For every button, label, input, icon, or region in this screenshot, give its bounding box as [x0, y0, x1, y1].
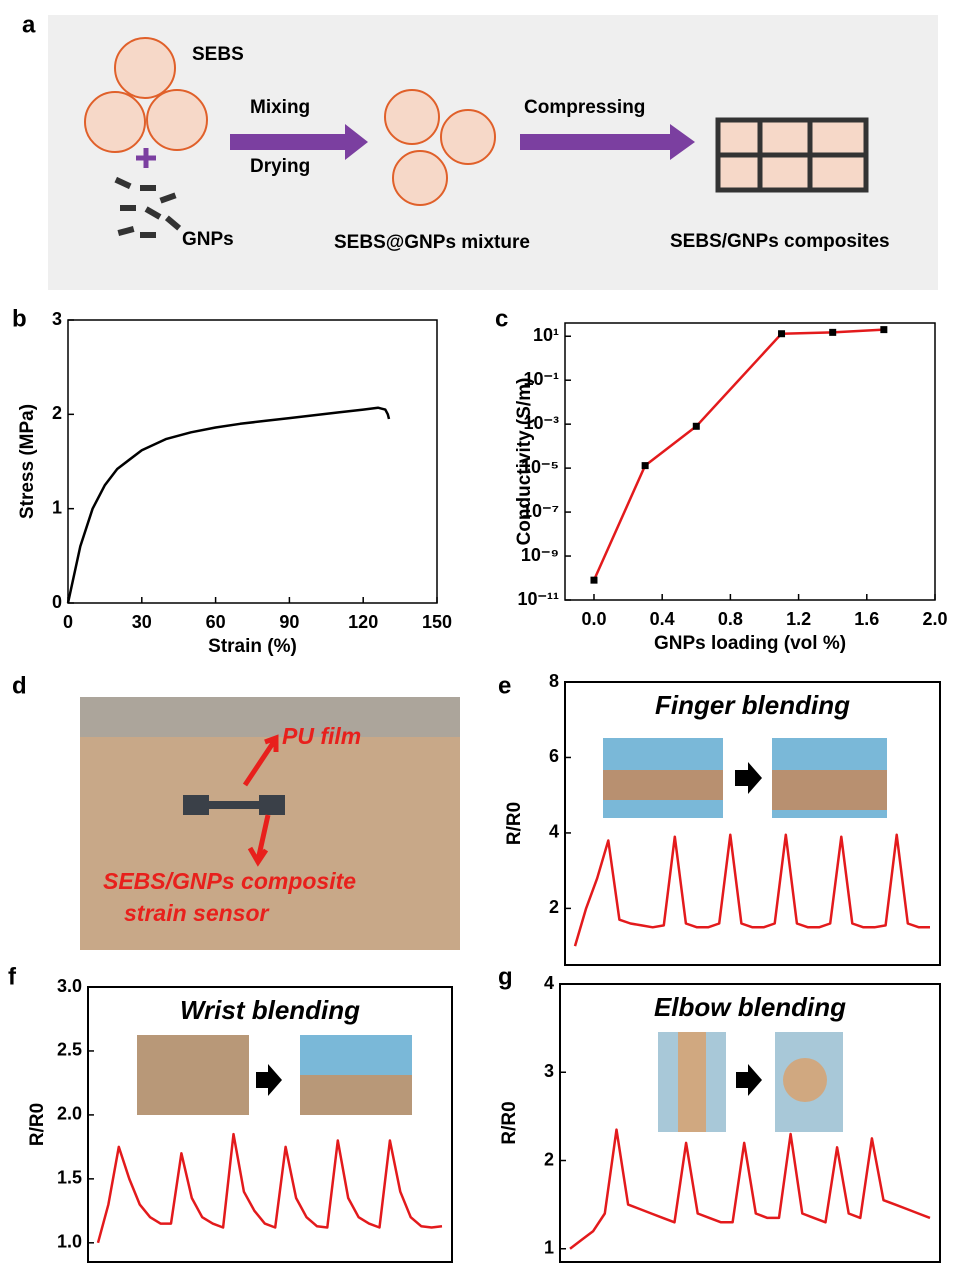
y-axis-label: R/R0 [504, 802, 525, 845]
y-tick-label: 4 [544, 973, 554, 993]
panel-label: f [8, 963, 17, 990]
data-line [594, 330, 884, 580]
y-tick-label: 8 [549, 671, 559, 691]
panel-label: b [12, 305, 27, 332]
photo-label: SEBS/GNPs composite [103, 868, 356, 894]
y-tick-label: 2.5 [57, 1040, 82, 1060]
y-tick-label: 2 [549, 897, 559, 917]
plot-frame [68, 320, 437, 603]
data-marker [590, 577, 597, 584]
panel-label: c [495, 305, 508, 332]
x-tick-label: 0.4 [650, 609, 675, 629]
data-line [68, 408, 389, 603]
y-tick-label: 2 [544, 1149, 554, 1169]
y-tick-label: 4 [549, 822, 559, 842]
panel-label: g [498, 963, 513, 990]
chart-title: Wrist blending [180, 995, 360, 1025]
x-axis-label: Strain (%) [208, 636, 297, 657]
y-tick-label: 10⁻⁹ [521, 545, 559, 565]
data-marker [880, 326, 887, 333]
chart-title: Elbow blending [654, 992, 846, 1022]
data-line [570, 1130, 930, 1249]
y-tick-label: 3.0 [57, 976, 82, 996]
plot-frame [88, 987, 452, 1262]
x-tick-label: 0.0 [581, 609, 606, 629]
photo-background [80, 697, 460, 737]
schematic-label: SEBS@GNPs mixture [334, 232, 530, 253]
x-tick-label: 30 [132, 612, 152, 632]
schematic-label: Mixing [250, 97, 310, 118]
schematic-label: SEBS [192, 44, 244, 65]
y-axis-label: Conductivity (S/m) [514, 378, 535, 546]
schematic-label: Drying [250, 156, 310, 177]
x-axis-label: GNPs loading (vol %) [654, 633, 846, 654]
photo-label: strain sensor [124, 900, 269, 926]
y-axis-label: R/R0 [499, 1101, 520, 1144]
y-tick-label: 1.0 [57, 1232, 82, 1252]
y-tick-label: 1 [544, 1238, 554, 1258]
y-tick-label: 1.5 [57, 1168, 82, 1188]
data-line [98, 1134, 442, 1243]
y-tick-label: 1 [52, 497, 62, 517]
y-tick-label: 2.0 [57, 1104, 82, 1124]
y-axis-label: Stress (MPa) [17, 404, 38, 519]
data-marker [778, 330, 785, 337]
x-tick-label: 150 [422, 612, 452, 632]
panel-label: d [12, 672, 27, 699]
y-tick-label: 3 [544, 1061, 554, 1081]
x-tick-label: 60 [206, 612, 226, 632]
x-tick-label: 0.8 [718, 609, 743, 629]
figure: a SEBS GNPs Mixing Drying SEBS@GNPs mixt… [0, 0, 954, 1265]
y-tick-label: 10¹ [533, 325, 559, 345]
data-marker [829, 329, 836, 336]
schematic-label: SEBS/GNPs composites [670, 231, 890, 252]
y-axis-label: R/R0 [27, 1103, 48, 1146]
x-tick-label: 90 [279, 612, 299, 632]
x-tick-label: 1.2 [786, 609, 811, 629]
schematic-label: GNPs [182, 229, 234, 250]
x-tick-label: 1.6 [854, 609, 879, 629]
y-tick-label: 0 [52, 592, 62, 612]
chart-title: Finger blending [655, 690, 850, 720]
composite-block [718, 120, 866, 190]
plot-frame [565, 682, 940, 965]
x-tick-label: 2.0 [922, 609, 947, 629]
data-marker [642, 462, 649, 469]
y-tick-label: 6 [549, 746, 559, 766]
data-marker [693, 423, 700, 430]
y-tick-label: 2 [52, 403, 62, 423]
panel-label: e [498, 672, 511, 699]
y-tick-label: 10⁻¹¹ [517, 589, 559, 609]
x-tick-label: 120 [348, 612, 378, 632]
x-tick-label: 0 [63, 612, 73, 632]
photo-label: PU film [282, 723, 361, 749]
plot-frame [560, 984, 940, 1262]
panel-label: a [22, 11, 36, 38]
plot-frame [565, 323, 935, 600]
schematic-label: Compressing [524, 97, 645, 118]
data-line [575, 835, 930, 946]
y-tick-label: 3 [52, 309, 62, 329]
